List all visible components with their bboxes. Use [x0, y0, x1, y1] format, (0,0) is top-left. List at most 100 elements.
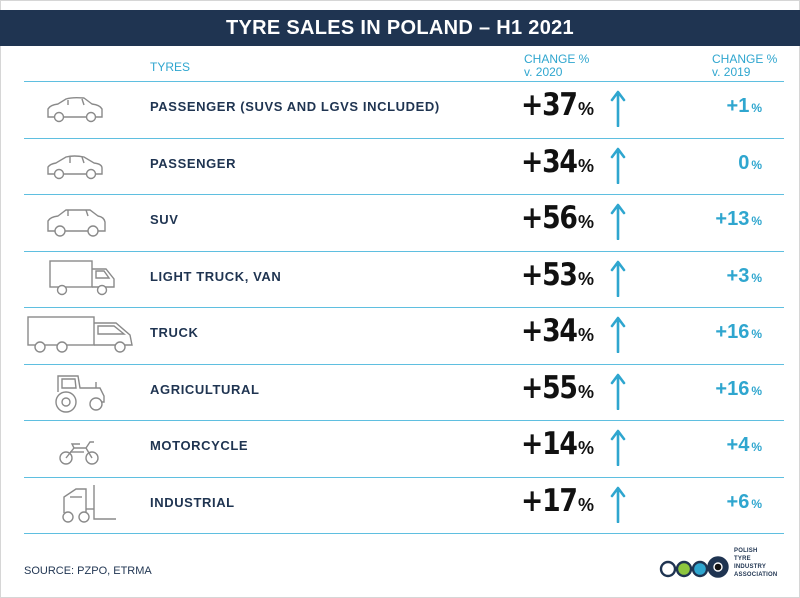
row-divider	[24, 194, 784, 195]
change-2019-number: +1	[726, 95, 750, 117]
row-label: LIGHT TRUCK, VAN	[150, 268, 282, 284]
table-row: LIGHT TRUCK, VAN +53% +3%	[24, 250, 784, 307]
source-note: SOURCE: PZPO, ETRMA	[24, 565, 152, 577]
change-2020-value: +55%	[494, 370, 594, 410]
change-2020-value: +34%	[494, 313, 594, 353]
suv-icon	[47, 209, 106, 237]
association-name-line: ASSOCIATION	[734, 572, 778, 578]
association-name-line: TYRE	[734, 556, 751, 562]
percent-sign: %	[751, 440, 762, 454]
percent-sign: %	[577, 381, 594, 402]
up-arrow-icon	[610, 373, 626, 410]
table-row: TRUCK +34% +16%	[24, 307, 784, 363]
logo-circle	[713, 562, 723, 572]
change-2019-number: 0	[738, 151, 750, 174]
change-2019-number: +13	[715, 208, 750, 230]
change-2020-value: +34%	[494, 144, 594, 184]
row-label: AGRICULTURAL	[150, 381, 260, 397]
change-2020-number: +34	[521, 313, 578, 349]
percent-sign: %	[577, 268, 594, 289]
column-header-change-2019-line2: v. 2019	[712, 65, 751, 79]
column-header-change-2019-line1: CHANGE %	[712, 52, 778, 66]
change-2019-number: +16	[715, 321, 750, 343]
car-icon	[47, 96, 103, 123]
percent-sign: %	[751, 383, 762, 398]
change-2020-number: +53	[521, 256, 578, 293]
change-2019-value: +13%	[664, 208, 762, 231]
association-logo	[659, 556, 729, 578]
table-row: SUV +56% +13%	[24, 194, 784, 250]
row-label: MOTORCYCLE	[150, 438, 249, 453]
row-divider	[24, 533, 784, 534]
page-title: TYRE SALES IN POLAND – H1 2021	[226, 16, 574, 39]
row-divider	[24, 307, 784, 308]
tractor-icon	[55, 374, 105, 413]
change-2019-number: +3	[726, 264, 750, 287]
percent-sign: %	[751, 157, 762, 172]
association-name-line: INDUSTRY	[734, 564, 767, 570]
logo-circle	[659, 560, 677, 578]
change-2019-value: 0%	[664, 152, 762, 175]
table-row: PASSENGER +34% 0%	[24, 137, 784, 194]
percent-sign: %	[577, 438, 594, 458]
change-2020-value: +17%	[494, 483, 594, 523]
percent-sign: %	[751, 270, 762, 285]
percent-sign: %	[577, 212, 594, 232]
table-row: INDUSTRIAL +17% +6%	[24, 476, 784, 533]
change-2020-value: +14%	[494, 426, 594, 466]
change-2020-value: +53%	[494, 257, 594, 297]
change-2019-value: +1%	[664, 95, 762, 118]
table-row: AGRICULTURAL +55% +16%	[24, 363, 784, 420]
change-2019-value: +3%	[664, 265, 762, 288]
association-name-line: POLISH	[734, 548, 758, 554]
column-header-change-2020-line2: v. 2020	[524, 65, 563, 79]
logo-circle	[675, 560, 693, 578]
title-bar: TYRE SALES IN POLAND – H1 2021	[0, 10, 800, 46]
change-2019-number: +16	[715, 377, 750, 400]
percent-sign: %	[577, 325, 594, 345]
row-divider	[24, 137, 784, 139]
percent-sign: %	[751, 214, 762, 228]
change-2019-number: +4	[726, 434, 750, 456]
column-header-change-2020-line1: CHANGE %	[524, 52, 590, 66]
change-2020-number: +56	[521, 200, 578, 236]
row-label: TRUCK	[150, 325, 199, 340]
change-2019-value: +4%	[664, 434, 762, 457]
percent-sign: %	[751, 496, 762, 511]
percent-sign: %	[751, 101, 762, 115]
change-2020-number: +37	[521, 87, 578, 123]
percent-sign: %	[577, 155, 594, 176]
column-header-tyres: TYRES	[150, 60, 191, 74]
percent-sign: %	[577, 99, 594, 119]
row-divider	[24, 250, 784, 252]
change-2019-number: +6	[726, 490, 750, 513]
logo-circle	[691, 560, 709, 578]
row-divider	[24, 420, 784, 421]
row-label: INDUSTRIAL	[150, 494, 235, 510]
percent-sign: %	[577, 494, 594, 515]
car-icon	[47, 154, 103, 179]
change-2019-value: +6%	[664, 491, 762, 514]
change-2020-number: +17	[521, 482, 578, 519]
row-divider	[24, 476, 784, 478]
up-arrow-icon	[610, 90, 626, 127]
change-2020-value: +37%	[494, 87, 594, 127]
up-arrow-icon	[610, 147, 626, 184]
row-label: PASSENGER	[150, 155, 237, 171]
row-label: SUV	[150, 212, 179, 227]
table-row: PASSENGER (SUVS AND LGVS INCLUDED) +37% …	[24, 81, 784, 137]
van-icon	[49, 259, 115, 295]
column-header-change-2020: CHANGE % v. 2020	[524, 53, 589, 79]
row-divider	[24, 363, 784, 365]
forklift-icon	[62, 484, 116, 523]
truck-icon	[27, 316, 133, 353]
table-row: MOTORCYCLE +14% +4%	[24, 420, 784, 476]
row-label: PASSENGER (SUVS AND LGVS INCLUDED)	[150, 99, 440, 114]
change-2020-number: +34	[521, 143, 578, 180]
up-arrow-icon	[610, 429, 626, 466]
change-2020-number: +14	[521, 426, 578, 462]
up-arrow-icon	[610, 316, 626, 353]
row-divider	[24, 81, 784, 82]
percent-sign: %	[751, 327, 762, 341]
change-2020-number: +55	[521, 369, 578, 406]
